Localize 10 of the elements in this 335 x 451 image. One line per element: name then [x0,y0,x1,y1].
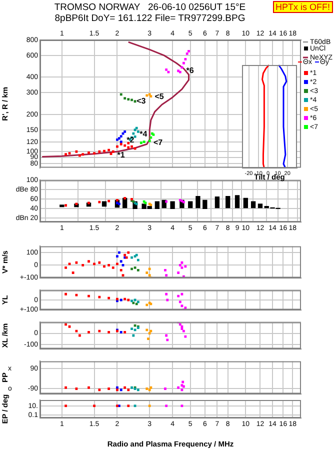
chart-title: TROMSO NORWAY 26-06-10 0256UT 15°E [54,2,246,13]
annotation: <3 [136,96,146,106]
text: HPTx is OFF! [272,1,333,13]
annotation: <7 [153,138,164,147]
annotation: <5 [154,92,164,101]
chart-subtitle: 8pBP6It DoY= 161.122 File= TR977299.BPG [54,13,246,24]
annotation: *1 [117,150,126,160]
annotation: *2 [126,135,135,144]
annotation: *6 [186,66,194,76]
annotation: *4 [140,130,148,139]
